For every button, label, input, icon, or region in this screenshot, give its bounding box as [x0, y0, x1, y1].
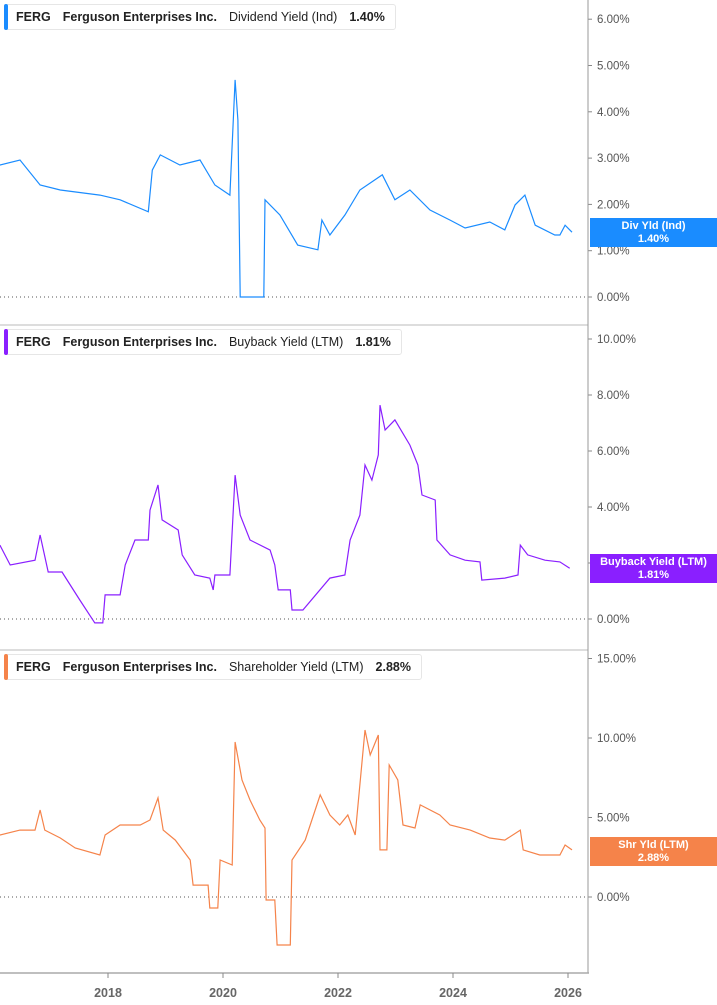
y-tick-label: 15.00%	[597, 654, 636, 666]
y-tick-label: 6.00%	[597, 14, 630, 26]
y-tick-label: 0.00%	[597, 614, 630, 626]
series-line	[0, 404, 571, 624]
legend-ticker: FERG	[16, 10, 51, 24]
y-tick-label: 8.00%	[597, 390, 630, 402]
last-value-badge-buyback: Buyback Yield (LTM) 1.81%	[590, 553, 717, 583]
legend-color-swatch	[4, 329, 8, 355]
badge-value: 2.88%	[637, 851, 670, 864]
legend-ticker: FERG	[16, 660, 51, 674]
y-tick-label: 4.00%	[597, 502, 630, 514]
legend-value: 1.40%	[349, 10, 385, 24]
legend-color-swatch	[4, 4, 8, 30]
y-tick-label: 5.00%	[597, 61, 630, 73]
y-tick-label: 1.00%	[597, 246, 630, 258]
y-tick-label: 2.00%	[597, 199, 630, 211]
y-tick-label: 10.00%	[597, 733, 636, 745]
legend-value: 1.81%	[355, 335, 391, 349]
last-value-badge-dividend: Div Yld (Ind) 1.40%	[590, 217, 717, 247]
legend-company: Ferguson Enterprises Inc.	[62, 335, 217, 349]
legend-dividend-yield: FERG Ferguson Enterprises Inc. Dividend …	[4, 4, 396, 30]
y-tick-label: 6.00%	[597, 446, 630, 458]
legend-metric: Shareholder Yield (LTM)	[228, 660, 364, 674]
legend-company: Ferguson Enterprises Inc.	[62, 10, 217, 24]
y-tick-label: 10.00%	[597, 334, 636, 346]
series-line	[0, 79, 573, 298]
legend-value: 2.88%	[375, 660, 411, 674]
y-tick-label: 5.00%	[597, 813, 630, 825]
x-tick-label: 2024	[439, 986, 467, 1000]
badge-value: 1.40%	[637, 232, 670, 245]
y-tick-label: 4.00%	[597, 107, 630, 119]
badge-label: Buyback Yield (LTM)	[600, 555, 707, 568]
badge-label: Shr Yld (LTM)	[618, 838, 689, 851]
last-value-badge-shareholder: Shr Yld (LTM) 2.88%	[590, 836, 717, 866]
legend-shareholder-yield: FERG Ferguson Enterprises Inc. Sharehold…	[4, 654, 422, 680]
x-tick-label: 2026	[554, 986, 582, 1000]
legend-metric: Dividend Yield (Ind)	[228, 10, 338, 24]
legend-company: Ferguson Enterprises Inc.	[62, 660, 217, 674]
badge-value: 1.81%	[637, 568, 670, 581]
y-tick-label: 0.00%	[597, 292, 630, 304]
x-tick-label: 2018	[94, 986, 122, 1000]
legend-ticker: FERG	[16, 335, 51, 349]
x-tick-label: 2020	[209, 986, 237, 1000]
legend-metric: Buyback Yield (LTM)	[228, 335, 344, 349]
legend-color-swatch	[4, 654, 8, 680]
x-tick-label: 2022	[324, 986, 352, 1000]
y-tick-label: 0.00%	[597, 892, 630, 904]
series-line	[0, 729, 573, 946]
y-tick-label: 3.00%	[597, 153, 630, 165]
badge-label: Div Yld (Ind)	[621, 219, 686, 232]
legend-buyback-yield: FERG Ferguson Enterprises Inc. Buyback Y…	[4, 329, 402, 355]
